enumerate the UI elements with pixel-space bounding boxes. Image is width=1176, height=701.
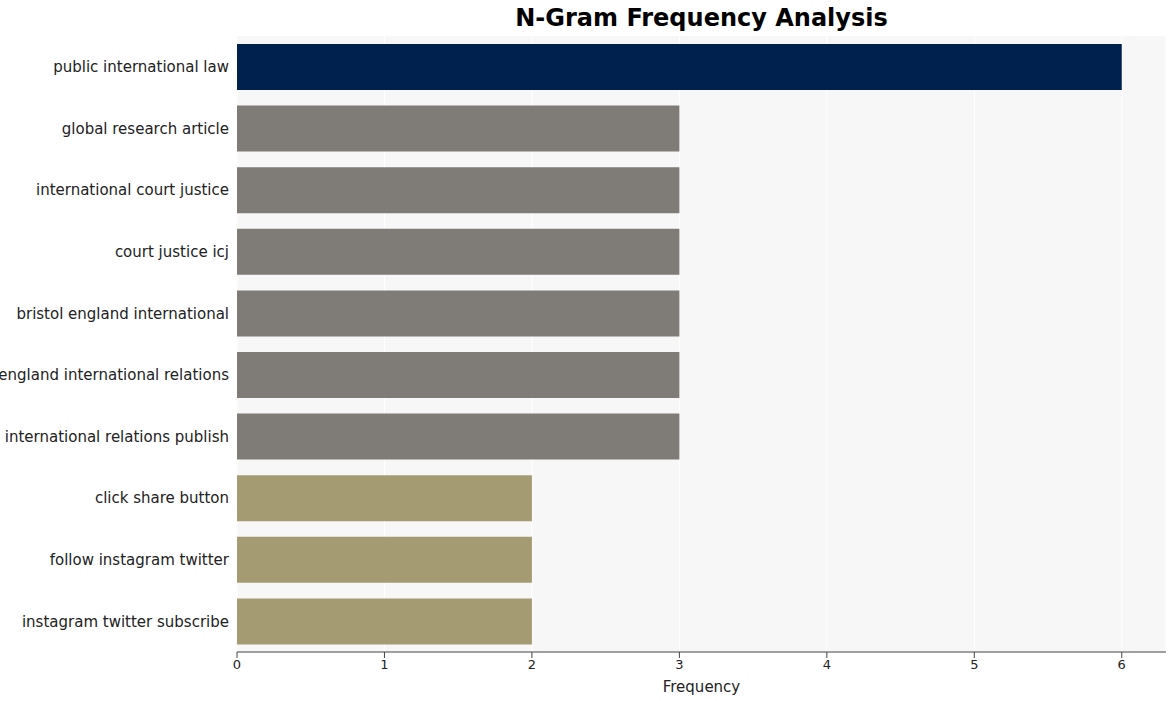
svg-text:4: 4 <box>823 657 831 672</box>
html-text:N-Gram Frequency Analysis: N-Gram Frequency Analysis <box>515 4 888 32</box>
svg-text:court justice icj: court justice icj <box>115 243 229 261</box>
svg-text:2: 2 <box>528 657 536 672</box>
svg-text:6: 6 <box>1118 657 1126 672</box>
svg-text:Frequency: Frequency <box>663 678 741 696</box>
svg-text:instagram twitter subscribe: instagram twitter subscribe <box>22 613 229 631</box>
svg-text:5: 5 <box>970 657 978 672</box>
svg-text:click share button: click share button <box>95 489 229 507</box>
svg-text:bristol england international: bristol england international <box>16 305 229 323</box>
svg-text:global research article: global research article <box>62 120 229 138</box>
svg-text:3: 3 <box>675 657 683 672</box>
svg-text:public international law: public international law <box>53 58 229 76</box>
svg-text:international court justice: international court justice <box>36 181 229 199</box>
svg-text:england international relation: england international relations <box>8 366 229 384</box>
svg-text:follow instagram twitter: follow instagram twitter <box>50 551 230 569</box>
svg-text:0: 0 <box>233 657 241 672</box>
svg-text:international relations publis: international relations publish <box>8 428 229 446</box>
svg-text:1: 1 <box>380 657 388 672</box>
